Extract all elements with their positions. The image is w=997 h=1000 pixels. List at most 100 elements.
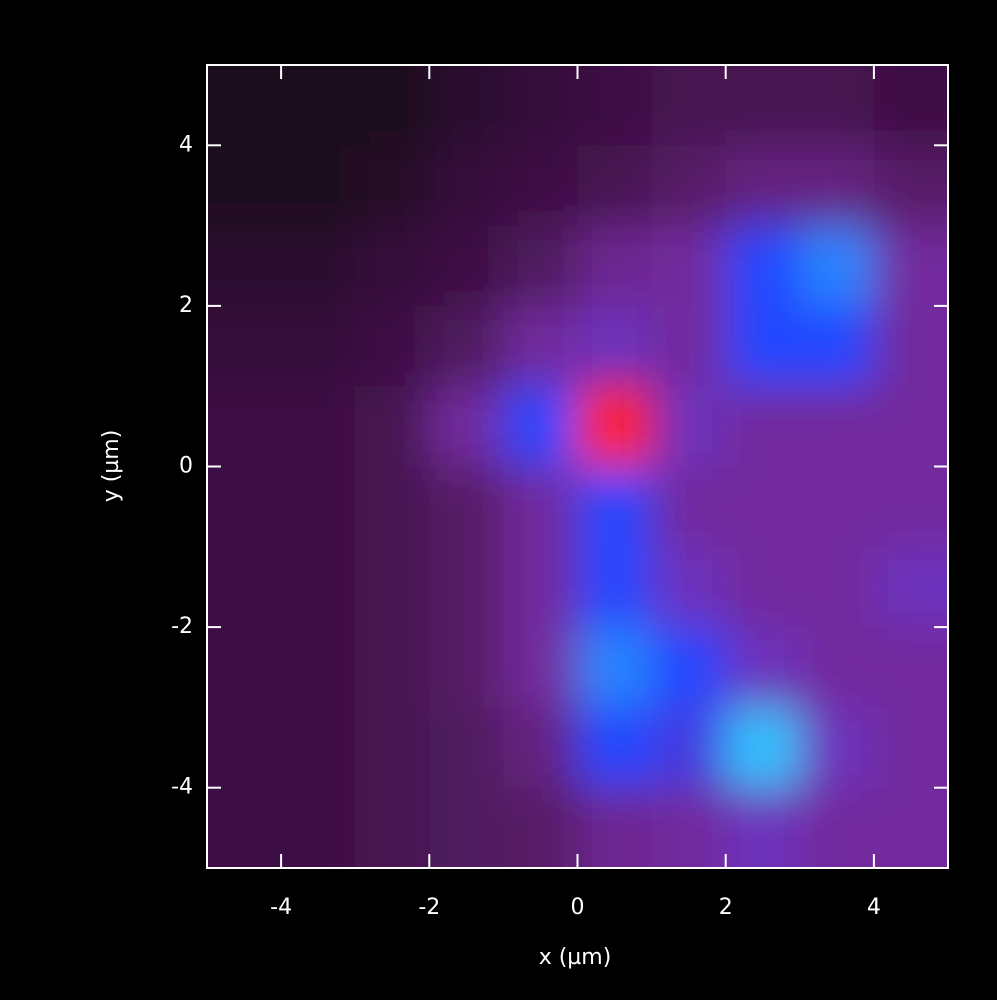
heat-cell — [725, 305, 801, 388]
heat-cell — [873, 546, 948, 629]
heat-cell — [207, 225, 283, 307]
x-tick-label: -2 — [418, 895, 440, 920]
heat-cell — [429, 466, 505, 548]
heat-cell — [429, 787, 505, 868]
heat-cell — [281, 627, 357, 709]
heat-cell — [429, 627, 505, 709]
heat-cell — [207, 466, 283, 548]
heat-cell — [873, 627, 948, 709]
heat-cell — [799, 305, 875, 388]
y-tick-label: 4 — [179, 132, 193, 157]
heat-cell — [429, 707, 505, 789]
heat-cell — [873, 787, 948, 868]
y-tick-label: 0 — [179, 454, 193, 479]
heat-cell — [725, 225, 801, 307]
heat-cell — [281, 466, 357, 548]
heat-cell — [725, 65, 801, 147]
heat-cell — [651, 787, 727, 868]
heat-cell — [503, 386, 579, 468]
heat-cell — [429, 65, 505, 147]
heat-cell — [577, 787, 653, 868]
heat-cell — [281, 546, 357, 629]
heat-cell — [799, 787, 875, 868]
heat-cell — [429, 225, 505, 307]
heat-cell — [281, 65, 357, 147]
heat-cell — [281, 787, 357, 868]
heat-cell — [207, 305, 283, 388]
heat-cell — [725, 787, 801, 868]
heat-cell — [577, 145, 653, 227]
heat-cell — [799, 145, 875, 227]
heat-cell — [207, 787, 283, 868]
heatmap-cells — [207, 65, 948, 868]
heat-cell — [281, 225, 357, 307]
heat-cell — [651, 707, 727, 789]
heat-cell — [577, 546, 653, 629]
heat-cell — [503, 225, 579, 307]
heat-cell — [355, 787, 431, 868]
heat-cell — [651, 466, 727, 548]
heat-cell — [503, 305, 579, 388]
heat-cell — [799, 707, 875, 789]
heat-cell — [651, 546, 727, 629]
heat-cell — [355, 145, 431, 227]
heat-cell — [355, 225, 431, 307]
y-axis-label: y (µm) — [99, 430, 124, 503]
heat-cell — [207, 707, 283, 789]
heat-cell — [503, 145, 579, 227]
heat-cell — [503, 707, 579, 789]
heat-cell — [725, 145, 801, 227]
heat-cell — [799, 546, 875, 629]
heat-cell — [207, 145, 283, 227]
x-tick-label: -4 — [270, 895, 292, 920]
heat-cell — [577, 466, 653, 548]
heat-cell — [355, 65, 431, 147]
y-tick-label: -2 — [171, 614, 193, 639]
heat-cell — [577, 305, 653, 388]
heat-cell — [799, 225, 875, 307]
heat-cell — [503, 787, 579, 868]
heat-cell — [355, 466, 431, 548]
heat-cell — [281, 386, 357, 468]
heat-cell — [355, 546, 431, 629]
heat-cell — [207, 546, 283, 629]
heat-cell — [429, 145, 505, 227]
heat-cell — [281, 145, 357, 227]
heat-cell — [725, 466, 801, 548]
y-tick-label: 2 — [179, 293, 193, 318]
heat-cell — [355, 627, 431, 709]
heat-cell — [725, 546, 801, 629]
heat-cell — [429, 386, 505, 468]
heat-cell — [651, 627, 727, 709]
heat-cell — [873, 707, 948, 789]
heat-cell — [577, 225, 653, 307]
x-axis-label: x (µm) — [539, 945, 612, 970]
heat-cell — [651, 386, 727, 468]
heat-cell — [355, 305, 431, 388]
heat-cell — [651, 305, 727, 388]
x-tick-label: 4 — [867, 895, 881, 920]
heat-cell — [651, 65, 727, 147]
heat-cell — [651, 225, 727, 307]
heat-cell — [873, 225, 948, 307]
heat-cell — [651, 145, 727, 227]
heat-cell — [503, 627, 579, 709]
heat-cell — [799, 466, 875, 548]
y-tick-label: -4 — [171, 775, 193, 800]
heat-cell — [207, 65, 283, 147]
heat-cell — [873, 65, 948, 147]
x-tick-label: 0 — [571, 895, 585, 920]
heat-cell — [873, 386, 948, 468]
heat-cell — [355, 386, 431, 468]
heat-cell — [725, 707, 801, 789]
heat-cell — [577, 386, 653, 468]
heat-cell — [207, 386, 283, 468]
heat-cell — [725, 386, 801, 468]
heat-cell — [799, 627, 875, 709]
heat-cell — [281, 305, 357, 388]
heat-cell — [503, 466, 579, 548]
heat-cell — [281, 707, 357, 789]
heat-cell — [873, 145, 948, 227]
